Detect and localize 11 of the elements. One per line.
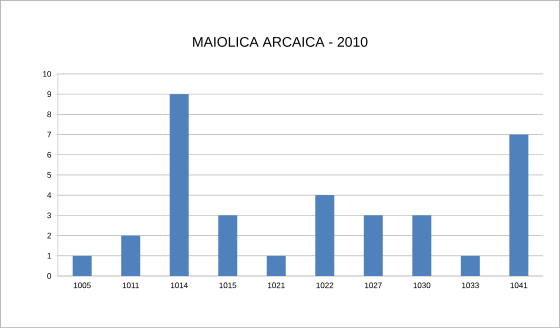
bar bbox=[412, 215, 432, 276]
bar bbox=[460, 256, 480, 276]
bar bbox=[364, 215, 383, 276]
bar bbox=[218, 215, 238, 276]
bar bbox=[170, 94, 189, 276]
bar bbox=[72, 256, 92, 276]
bar bbox=[121, 236, 140, 276]
bar bbox=[266, 256, 286, 276]
bar bbox=[509, 134, 528, 276]
bar bbox=[315, 195, 334, 276]
chart-title: MAIOLICA ARCAICA - 2010 bbox=[193, 36, 368, 47]
